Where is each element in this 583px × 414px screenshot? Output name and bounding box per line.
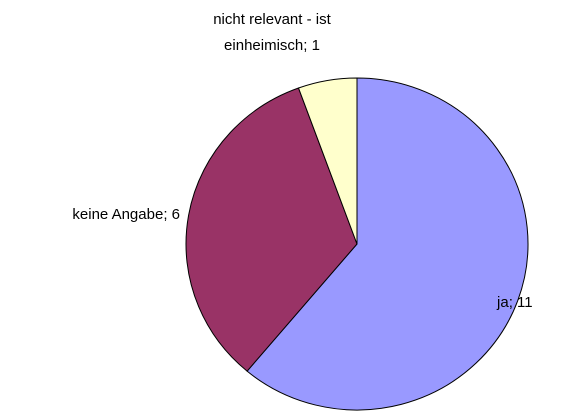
label-separator: ;	[508, 294, 518, 311]
label-category: ja	[497, 294, 509, 311]
data-label: ja; 11	[497, 290, 577, 316]
label-value: 11	[517, 294, 533, 311]
label-separator: ;	[303, 37, 312, 54]
label-value: 6	[171, 206, 180, 223]
data-label: keine Angabe; 6	[0, 202, 180, 228]
label-separator: ;	[163, 206, 172, 223]
label-category: nicht relevant - ist einheimisch	[213, 11, 335, 54]
pie-slice	[185, 87, 358, 372]
label-category: keine Angabe	[72, 206, 164, 223]
pie-slice	[297, 77, 358, 245]
pie-slice	[246, 77, 529, 411]
label-value: 1	[311, 37, 320, 54]
data-label: nicht relevant - ist einheimisch; 1	[187, 7, 357, 59]
